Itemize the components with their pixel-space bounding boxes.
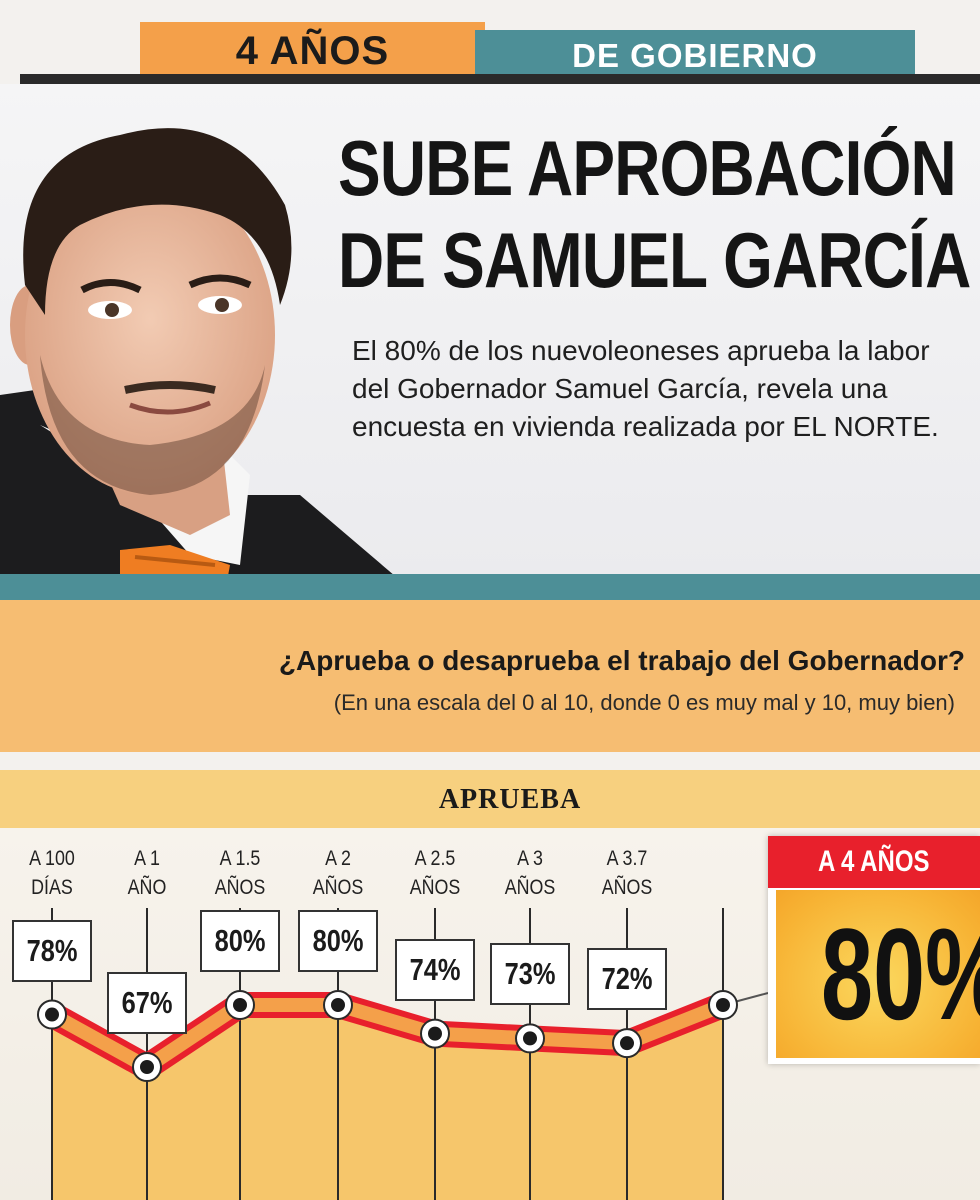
chart-title: APRUEBA (438, 784, 582, 815)
data-point-6 (612, 1028, 642, 1059)
chart-title-band (0, 770, 980, 828)
data-point-1 (132, 1052, 162, 1082)
final-label-text: A 4 AÑOS (818, 845, 930, 878)
data-point-4 (420, 1018, 450, 1049)
data-point-2 (225, 990, 255, 1020)
headline-line-2: DE SAMUEL GARCÍA (338, 216, 971, 304)
top-rule (20, 74, 980, 84)
teal-divider (0, 574, 980, 600)
data-point-3 (323, 990, 353, 1020)
final-value-text: 80% (820, 901, 980, 1047)
approval-area (52, 1005, 723, 1200)
data-point-5 (515, 1023, 545, 1054)
approval-line-chart (37, 908, 769, 1200)
question-panel (0, 600, 980, 752)
final-label: A 4 AÑOS (768, 836, 980, 888)
tab-de-gobierno-label: DE GOBIERNO (572, 37, 818, 74)
question-subtitle: (En una escala del 0 al 10, donde 0 es m… (333, 690, 955, 715)
governor-portrait-image (0, 128, 395, 576)
lead-paragraph: El 80% de los nuevoleoneses aprueba la l… (352, 335, 939, 442)
final-label-bg (768, 836, 980, 888)
final-value: 80% (776, 890, 980, 1058)
data-point-7 (708, 990, 738, 1020)
final-value-bg (776, 890, 980, 1058)
headline-line-1: SUBE APROBACIÓN (338, 124, 957, 212)
tab-4-anos-label: 4 AÑOS (235, 28, 390, 73)
tab-4-anos-bg (140, 22, 485, 80)
tab-de-gobierno-bg (475, 30, 915, 82)
question-title: ¿Aprueba o desaprueba el trabajo del Gob… (278, 645, 965, 676)
data-point-0 (37, 999, 67, 1030)
approval-line (45, 998, 730, 1074)
